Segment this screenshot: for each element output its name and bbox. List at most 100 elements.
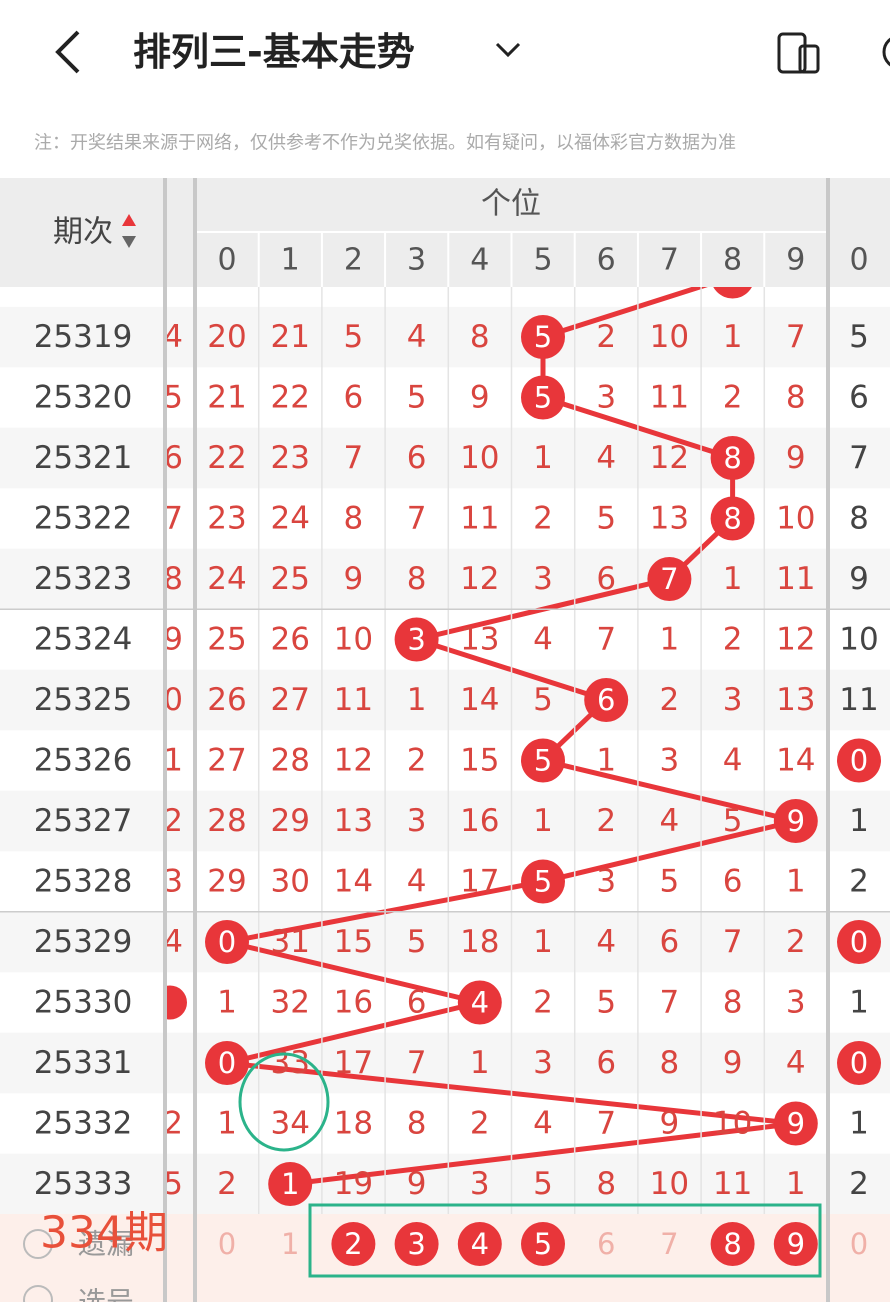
ball-value: 6 (597, 683, 615, 717)
digit-header: 9 (786, 243, 805, 278)
right-cell: 0 (850, 1227, 868, 1261)
left-cell: 3 (163, 864, 183, 900)
more-icon[interactable] (882, 36, 890, 68)
cell-value: 24 (207, 561, 246, 597)
cell-value: 24 (270, 501, 309, 537)
period: 25330 (34, 985, 133, 1021)
period: 25321 (34, 440, 133, 476)
row-label: 选号 (78, 1286, 134, 1303)
cell-value: 23 (207, 501, 246, 537)
cell-value: 9 (407, 1166, 427, 1202)
cell-value: 6 (597, 1227, 615, 1261)
period-header: 期次 (53, 215, 113, 250)
ball (837, 920, 881, 964)
ball-value: 9 (787, 804, 805, 838)
left-cell: 0 (163, 682, 183, 718)
right-cell: 1 (849, 803, 869, 839)
cell-value: 2 (596, 803, 616, 839)
cell-value: 7 (407, 501, 427, 537)
cell-value: 2 (470, 1106, 490, 1142)
period: 25326 (34, 743, 133, 779)
ball (773, 1101, 818, 1146)
cell-value: 7 (786, 319, 806, 355)
cell-value: 6 (344, 380, 364, 416)
ball-value: 5 (534, 1227, 552, 1261)
period: 25324 (34, 622, 133, 658)
cell-value: 26 (270, 622, 309, 658)
period: 25327 (34, 803, 133, 839)
cell-value: 4 (407, 319, 427, 355)
right-cell: 2 (849, 864, 869, 900)
period: 25332 (34, 1106, 133, 1142)
period: 25320 (34, 380, 133, 416)
cell-value: 9 (344, 561, 364, 597)
cell-value: 4 (596, 924, 616, 960)
cell-value: 21 (270, 319, 309, 355)
digit-header: 3 (407, 243, 426, 278)
cell-value: 4 (786, 1045, 806, 1081)
cell-value: 15 (460, 743, 499, 779)
ball (521, 738, 565, 783)
cell-value: 3 (596, 864, 616, 900)
row-bg (0, 548, 890, 610)
ball-value: 9 (787, 1227, 805, 1261)
cell-value: 19 (334, 1166, 373, 1202)
cell-value: 1 (786, 864, 806, 900)
selected-ball (521, 1222, 565, 1266)
cell-value: 1 (281, 1227, 299, 1261)
ball (521, 375, 565, 420)
cell-value: 4 (596, 440, 616, 476)
cell-value: 1 (723, 319, 743, 355)
cell-value: 4 (533, 1106, 553, 1142)
cell-value: 9 (723, 1045, 743, 1081)
selected-ball (457, 1222, 502, 1266)
cell-value: 0 (218, 1227, 236, 1261)
digit-header: 0 (849, 243, 868, 278)
cell-value: 10 (334, 622, 373, 658)
ball-value: 5 (534, 320, 552, 354)
cell-value: 5 (533, 1166, 553, 1202)
dropdown-icon[interactable] (495, 42, 521, 58)
cell-value: 31 (270, 924, 309, 960)
ball-value: 8 (723, 441, 741, 475)
ball (457, 980, 502, 1025)
device-icon[interactable] (777, 32, 820, 74)
ball-value: 3 (407, 623, 425, 657)
ball-value: 0 (850, 925, 868, 959)
cell-value: 28 (207, 803, 246, 839)
cell-value: 12 (334, 743, 373, 779)
ball-value: 5 (534, 744, 552, 778)
ball (268, 1162, 313, 1206)
cell-value: 26 (207, 682, 246, 718)
sort-down (122, 236, 136, 248)
ball-value: 1 (281, 1167, 299, 1201)
left-cell: 9 (163, 622, 183, 658)
row-label: 遗漏 (78, 1228, 134, 1261)
cell-value: 7 (596, 1106, 616, 1142)
left-cell: 5 (163, 1166, 183, 1202)
ball (205, 1041, 249, 1085)
cell-value: 1 (407, 682, 427, 718)
cell-value: 8 (470, 319, 490, 355)
ball (205, 920, 249, 964)
period: 25329 (34, 924, 133, 960)
cell-value: 5 (596, 985, 616, 1021)
cell-value: 1 (723, 561, 743, 597)
ball (521, 859, 565, 904)
right-cell: 1 (849, 1106, 869, 1142)
cell-value: 11 (334, 682, 373, 718)
cell-value: 16 (334, 985, 373, 1021)
cell-value: 4 (660, 803, 680, 839)
back-button[interactable] (55, 30, 80, 74)
cell-value: 7 (344, 440, 364, 476)
left-cell: 6 (163, 440, 183, 476)
cell-value: 10 (650, 1166, 689, 1202)
cell-value: 1 (533, 440, 553, 476)
selected-ball (773, 1222, 818, 1266)
digit-header: 7 (660, 243, 679, 278)
left-cell: 8 (163, 561, 183, 597)
row-bg (0, 287, 890, 307)
row-bg (0, 306, 890, 368)
row-bg (0, 427, 890, 489)
right-cell: 1 (849, 985, 869, 1021)
